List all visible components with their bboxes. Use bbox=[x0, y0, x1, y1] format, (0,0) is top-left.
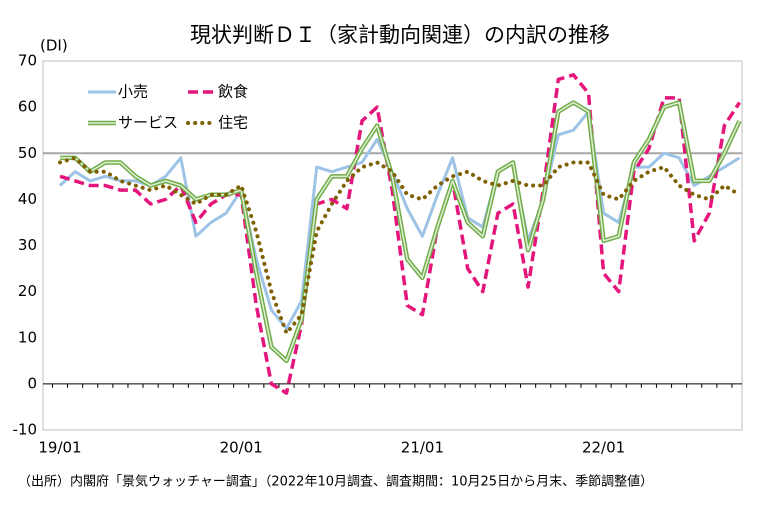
series-line bbox=[60, 100, 742, 364]
y-unit: (DI) bbox=[40, 37, 68, 55]
y-tick-label: 30 bbox=[18, 236, 37, 254]
y-tick-label: 40 bbox=[18, 190, 37, 208]
series-line bbox=[58, 155, 742, 336]
y-tick-label: -10 bbox=[13, 421, 38, 439]
x-tick-label: 19/01 bbox=[38, 439, 81, 457]
legend-label: 住宅 bbox=[218, 114, 248, 132]
y-tick-label: 70 bbox=[18, 52, 37, 70]
legend-label: 小売 bbox=[118, 83, 148, 101]
y-tick-label: 50 bbox=[18, 144, 37, 162]
legend-label: サービス bbox=[118, 114, 178, 132]
x-tick-label: 22/01 bbox=[582, 439, 625, 457]
line-highlight bbox=[60, 101, 741, 362]
y-tick-label: 20 bbox=[18, 282, 37, 300]
chart-title: 現状判断ＤＩ（家計動向関連）の内訳の推移 bbox=[190, 23, 610, 47]
source-note: （出所）内閣府「景気ウォッチャー調査」（2022年10月調査、調査期間：10月2… bbox=[18, 474, 653, 490]
x-tick-label: 20/01 bbox=[220, 439, 263, 457]
y-tick-label: 60 bbox=[18, 98, 37, 116]
y-tick-label: 10 bbox=[18, 328, 37, 346]
x-tick-label: 21/01 bbox=[401, 439, 444, 457]
legend-label: 飲食 bbox=[218, 83, 248, 101]
plot-frame bbox=[42, 60, 743, 431]
series-line bbox=[59, 73, 741, 395]
y-tick-label: 0 bbox=[27, 374, 37, 392]
